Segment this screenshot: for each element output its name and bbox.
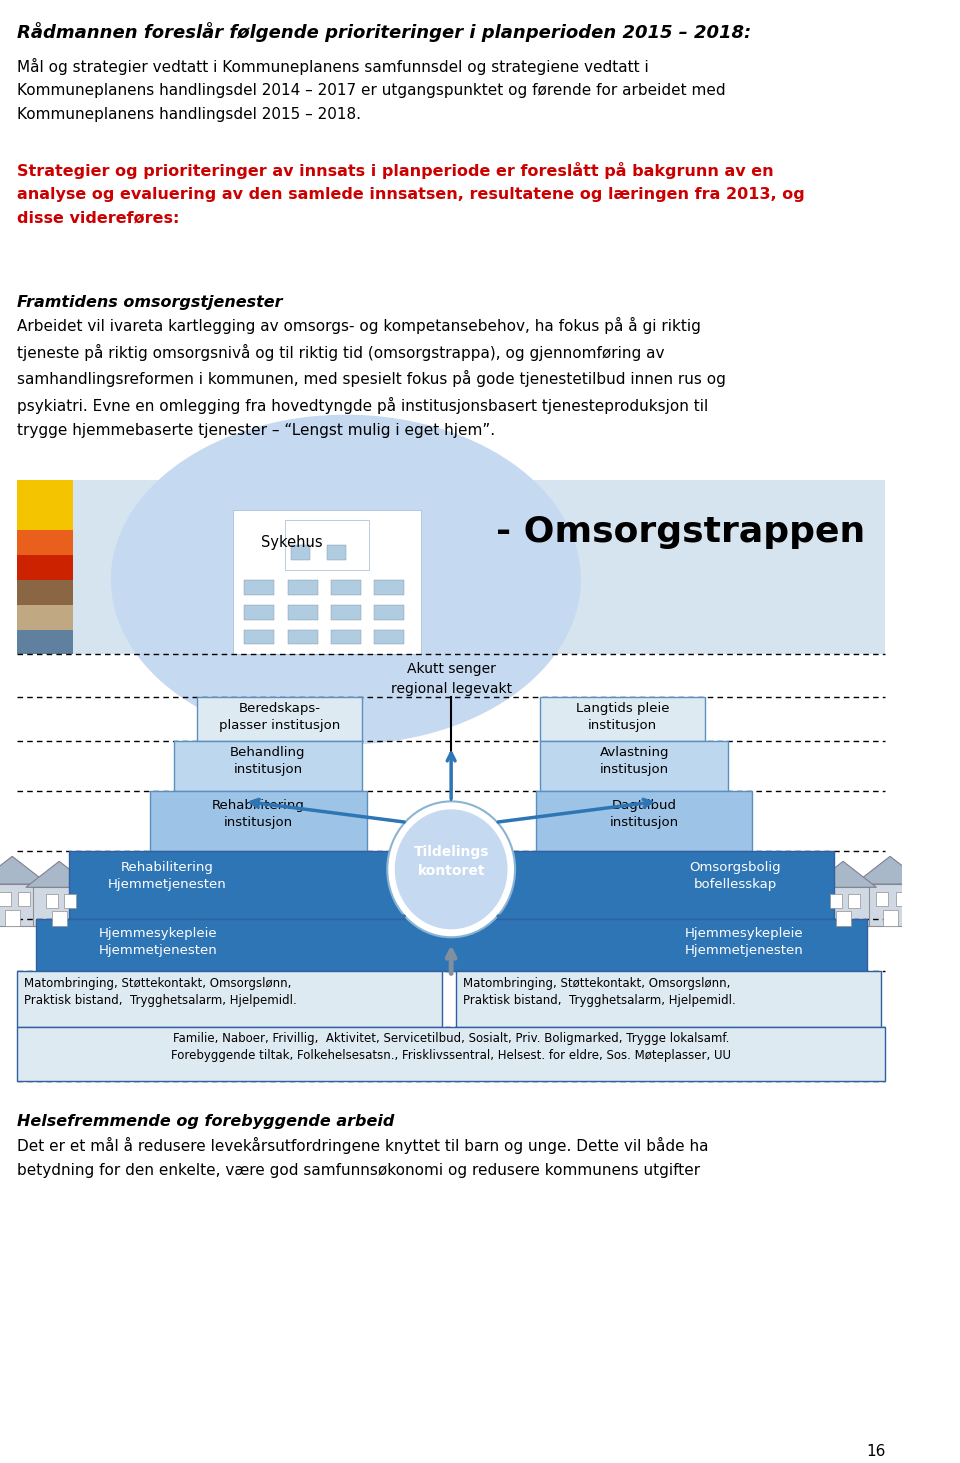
Text: Arbeidet vil ivareta kartlegging av omsorgs- og kompetansebehov, ha fokus på å g: Arbeidet vil ivareta kartlegging av omso… — [17, 317, 726, 437]
Bar — [17, 971, 442, 1027]
Bar — [233, 509, 421, 654]
Text: Akutt senger
regional legevakt: Akutt senger regional legevakt — [391, 663, 512, 696]
Bar — [0, 892, 11, 906]
Polygon shape — [809, 862, 876, 887]
Text: Framtidens omsorgstjenester: Framtidens omsorgstjenester — [17, 294, 282, 310]
Bar — [835, 911, 851, 926]
Text: Familie, Naboer, Frivillig,  Aktivitet, Servicetilbud, Sosialt, Priv. Boligmarke: Familie, Naboer, Frivillig, Aktivitet, S… — [171, 1033, 732, 1062]
Bar — [374, 604, 404, 619]
Bar — [540, 698, 705, 742]
Text: 16: 16 — [866, 1444, 885, 1459]
Bar — [862, 884, 919, 926]
Text: Tildelings
kontoret: Tildelings kontoret — [414, 846, 489, 878]
Bar — [536, 791, 752, 851]
Bar — [18, 892, 31, 906]
Text: Sykehus: Sykehus — [261, 534, 323, 550]
Bar — [817, 887, 869, 926]
Ellipse shape — [111, 414, 581, 745]
Bar — [17, 554, 73, 579]
Bar — [17, 1027, 885, 1081]
Bar — [64, 894, 76, 909]
Polygon shape — [26, 862, 92, 887]
Bar — [52, 911, 67, 926]
Bar — [331, 604, 361, 619]
Text: Rehabilitering
institusjon: Rehabilitering institusjon — [212, 799, 305, 830]
Bar — [5, 910, 20, 926]
Text: Beredskaps-
plasser institusjon: Beredskaps- plasser institusjon — [219, 702, 340, 733]
Bar — [0, 884, 40, 926]
Bar — [245, 579, 275, 594]
Text: Matombringing, Støttekontakt, Omsorgslønn,
Praktisk bistand,  Trygghetsalarm, Hj: Matombringing, Støttekontakt, Omsorgsløn… — [24, 977, 298, 1007]
Text: Det er et mål å redusere levekårsutfordringene knyttet til barn og unge. Dette v: Det er et mål å redusere levekårsutfordr… — [17, 1137, 708, 1178]
Bar — [17, 480, 73, 505]
Bar — [34, 887, 85, 926]
Text: Hjemmesykepleie
Hjemmetjenesten: Hjemmesykepleie Hjemmetjenesten — [685, 928, 804, 957]
Bar — [374, 579, 404, 594]
Bar — [46, 894, 58, 909]
Bar — [374, 629, 404, 645]
Text: Omsorgsbolig
bofellesskap: Omsorgsbolig bofellesskap — [689, 862, 780, 891]
FancyBboxPatch shape — [73, 480, 885, 654]
Bar — [327, 544, 346, 559]
Bar — [882, 910, 898, 926]
Bar — [896, 892, 908, 906]
Bar — [849, 894, 859, 909]
Bar — [151, 791, 367, 851]
Bar — [17, 530, 73, 554]
Bar — [292, 544, 310, 559]
Text: Hjemmesykepleie
Hjemmetjenesten: Hjemmesykepleie Hjemmetjenesten — [99, 928, 217, 957]
Bar — [36, 919, 867, 971]
Text: Mål og strategier vedtatt i Kommuneplanens samfunnsdel og strategiene vedtatt i
: Mål og strategier vedtatt i Kommuneplane… — [17, 59, 726, 121]
Bar — [285, 519, 370, 569]
Bar — [68, 851, 833, 919]
Bar — [331, 629, 361, 645]
Text: - Omsorgstrappen: - Omsorgstrappen — [496, 515, 866, 549]
Bar — [331, 579, 361, 594]
Text: Strategier og prioriteringer av innsats i planperiode er foreslått på bakgrunn a: Strategier og prioriteringer av innsats … — [17, 162, 804, 225]
Bar — [288, 629, 318, 645]
Circle shape — [387, 802, 516, 938]
Bar — [17, 579, 73, 604]
Bar — [245, 604, 275, 619]
Bar — [288, 579, 318, 594]
Bar — [174, 742, 362, 791]
Bar — [245, 629, 275, 645]
Polygon shape — [854, 856, 925, 884]
Polygon shape — [0, 856, 48, 884]
Bar — [198, 698, 362, 742]
Text: Helsefremmende og forebyggende arbeid: Helsefremmende og forebyggende arbeid — [17, 1115, 395, 1129]
Text: Avlastning
institusjon: Avlastning institusjon — [600, 746, 669, 777]
Text: Matombringing, Støttekontakt, Omsorgslønn,
Praktisk bistand,  Trygghetsalarm, Hj: Matombringing, Støttekontakt, Omsorgsløn… — [464, 977, 736, 1007]
Bar — [17, 629, 73, 654]
Bar — [876, 892, 888, 906]
Bar — [456, 971, 880, 1027]
Bar — [540, 742, 729, 791]
Text: Behandling
institusjon: Behandling institusjon — [230, 746, 305, 777]
Circle shape — [395, 809, 508, 929]
Text: Dagtilbud
institusjon: Dagtilbud institusjon — [610, 799, 679, 830]
Bar — [288, 604, 318, 619]
Text: Rådmannen foreslår følgende prioriteringer i planperioden 2015 – 2018:: Rådmannen foreslår følgende prioritering… — [17, 22, 751, 42]
Bar — [830, 894, 842, 909]
Text: Rehabilitering
Hjemmetjenesten: Rehabilitering Hjemmetjenesten — [108, 862, 227, 891]
Bar — [17, 604, 73, 629]
Text: Langtids pleie
institusjon: Langtids pleie institusjon — [576, 702, 669, 733]
Bar — [17, 505, 73, 530]
